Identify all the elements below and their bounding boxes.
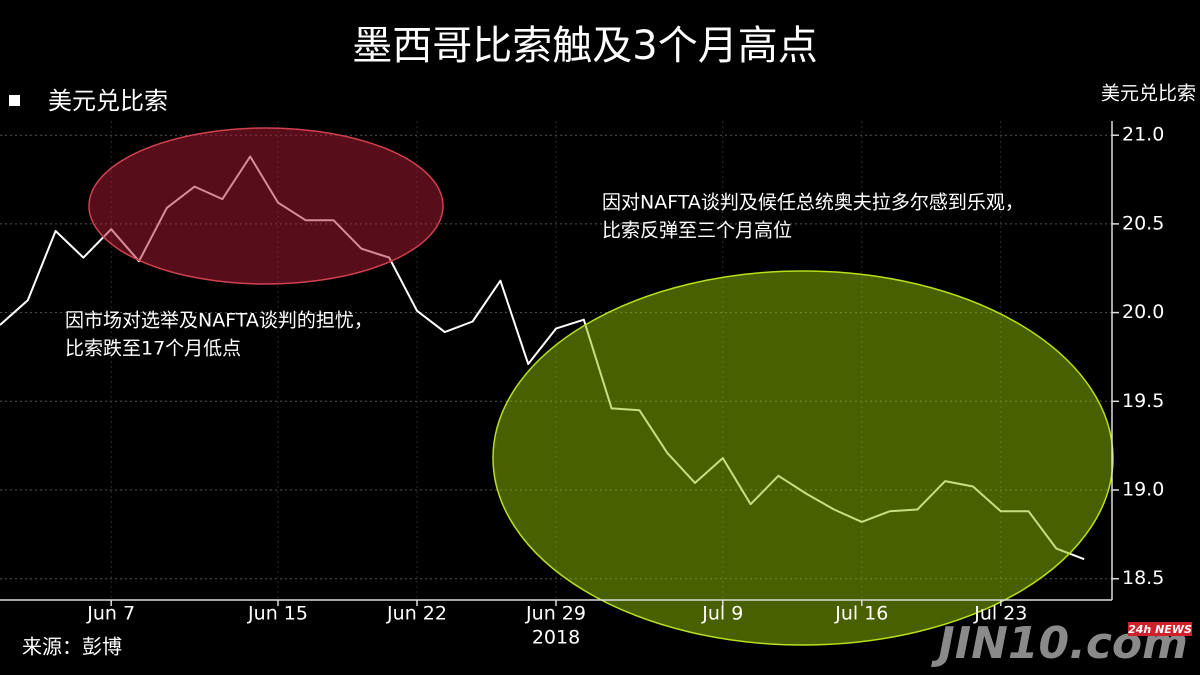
y-tick-label: 19.5 (1122, 390, 1164, 412)
year-label: 2018 (532, 627, 580, 649)
y-tick-label: 21.0 (1122, 124, 1164, 146)
watermark-badge-bg (1128, 622, 1192, 636)
watermark-badge: 24h NEWS (1128, 623, 1192, 636)
annotation: 比索反弹至三个月高位 (602, 220, 792, 242)
x-tick-label: Jul 23 (973, 603, 1027, 625)
chart-title: 墨西哥比索触及3个月高点 (352, 23, 817, 69)
y-tick-label: 20.0 (1122, 301, 1164, 323)
x-tick-label: Jul 16 (834, 603, 888, 625)
y-axis-label: 美元兑比索 (1101, 83, 1196, 105)
legend-label: 美元兑比索 (48, 87, 168, 115)
legend-swatch (9, 95, 20, 106)
x-tick-label: Jun 7 (86, 603, 135, 625)
source: 来源：彭博 (22, 635, 122, 659)
x-tick-label: Jun 22 (386, 603, 447, 625)
annotation: 比索跌至17个月低点 (65, 338, 241, 360)
x-tick-label: Jun 15 (247, 603, 308, 625)
y-tick-label: 19.0 (1122, 479, 1164, 501)
x-tick-label: Jun 29 (525, 603, 586, 625)
highlight-ellipse (492, 270, 1114, 646)
y-tick-label: 18.5 (1122, 567, 1164, 589)
x-tick-label: Jul 9 (701, 603, 743, 625)
axes: 21.0 20.5 20.0 19.5 19.0 18.5 Jun 7 Jun 15 Jun 2… (0, 121, 1164, 649)
y-tick-label: 20.5 (1122, 212, 1164, 234)
annotation: 因对NAFTA谈判及候任总统奥夫拉多尔感到乐观， (602, 192, 1024, 214)
annotation: 因市场对选举及NAFTA谈判的担忧， (65, 310, 373, 332)
highlight-ellipse (88, 127, 444, 285)
